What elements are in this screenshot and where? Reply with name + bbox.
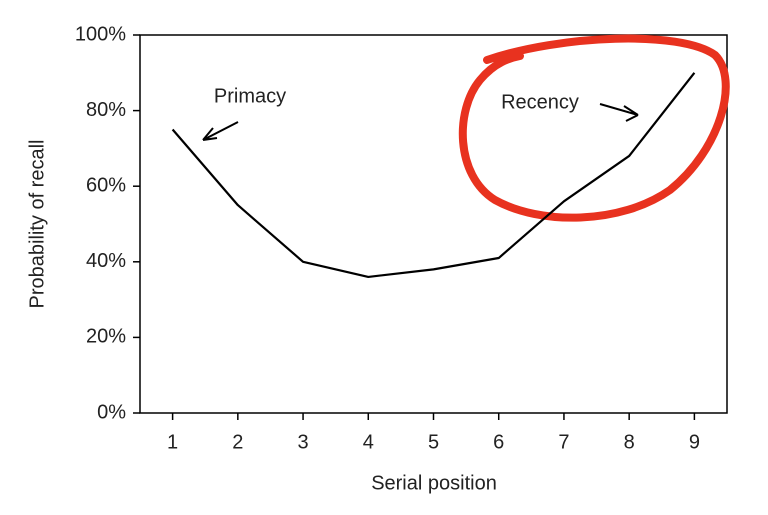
x-tick-label: 5 bbox=[428, 431, 439, 453]
x-tick-label: 6 bbox=[493, 431, 504, 453]
y-axis-label: Probability of recall bbox=[26, 140, 48, 309]
x-tick-label: 4 bbox=[363, 431, 374, 453]
y-tick-label: 100% bbox=[75, 23, 126, 45]
x-tick-label: 3 bbox=[297, 431, 308, 453]
y-tick-label: 20% bbox=[86, 326, 126, 348]
y-tick-label: 80% bbox=[86, 99, 126, 121]
y-tick-label: 60% bbox=[86, 174, 126, 196]
x-tick-label: 9 bbox=[689, 431, 700, 453]
primacy-arrow bbox=[202, 121, 239, 141]
x-tick-label: 7 bbox=[558, 431, 569, 453]
highlight-circle bbox=[458, 34, 730, 222]
recency-arrow bbox=[599, 103, 639, 122]
x-tick-label: 8 bbox=[624, 431, 635, 453]
y-tick-label: 0% bbox=[97, 401, 126, 423]
x-tick-label: 1 bbox=[167, 431, 178, 453]
annotation: Recency bbox=[501, 91, 579, 113]
y-tick-label: 40% bbox=[86, 250, 126, 272]
annotation: Primacy bbox=[214, 85, 286, 107]
x-axis-label: Serial position bbox=[371, 472, 497, 494]
line bbox=[171, 72, 696, 279]
x-tick-label: 2 bbox=[232, 431, 243, 453]
